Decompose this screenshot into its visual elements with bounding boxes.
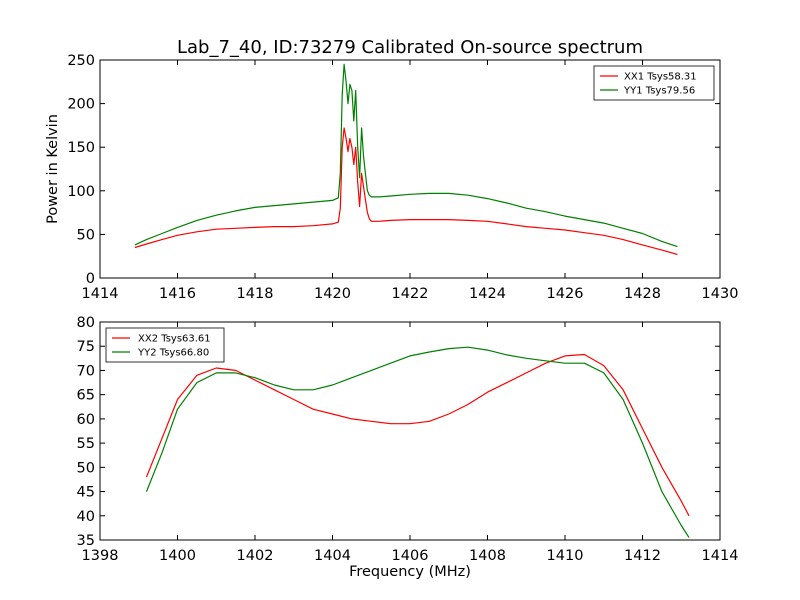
y-tick-label: 45 [77,485,95,501]
y-tick-label: 80 [77,315,95,331]
bottom-panel: 1398 1400 1402 1404 1406 1408 1410 1412 1414 35 40… [77,315,739,580]
x-axis-label: Frequency (MHz) [349,564,471,580]
legend: XX1 Tsys58.31 YY1 Tsys79.56 [593,65,715,101]
x-tick-label: 1404 [314,548,351,564]
x-tick-label: 1410 [547,548,584,564]
y-tick-label: 50 [77,227,95,243]
x-tick-label: 1406 [392,548,429,564]
series-line-2 [134,63,678,248]
legend-box [593,65,715,101]
x-tick-label: 1416 [159,286,196,302]
y-tick-label: 0 [86,271,95,287]
series-line-1 [134,127,678,256]
x-tick-label: 1412 [624,548,661,564]
y-tick-label: 40 [77,509,95,525]
y-tick-label: 60 [77,412,95,428]
y-tick-label: 250 [67,53,95,69]
x-tick-label: 1430 [702,286,739,302]
x-tick-label: 1400 [159,548,196,564]
x-tick-label: 1428 [624,286,661,302]
x-tick-label: 1398 [82,548,119,564]
legend: XX2 Tsys63.61 YY2 Tsys66.80 [105,327,225,363]
series-line-1 [145,353,690,517]
y-tick-label: 200 [67,97,95,113]
legend-label: XX2 Tsys63.61 [138,334,211,345]
legend-label: YY2 Tsys66.80 [137,348,209,359]
y-tick-label: 70 [77,363,95,379]
y-tick-label: 75 [77,339,95,355]
x-tick-label: 1408 [469,548,506,564]
y-tick-label: 100 [67,184,95,200]
x-tick-label: 1420 [314,286,351,302]
y-tick-label: 55 [77,436,95,452]
series-line-2 [145,346,690,538]
legend-box [105,327,225,363]
chart-title: Lab_7_40, ID:73279 Calibrated On-source … [177,37,643,58]
legend-label: YY1 Tsys79.56 [623,86,695,97]
x-tick-label: 1422 [392,286,429,302]
top-panel: 1414 1416 1418 1420 1422 1424 1426 1428 1430 0 50 1… [45,53,738,302]
x-tick-label: 1402 [237,548,274,564]
y-tick-label: 65 [77,388,95,404]
x-tick-label: 1424 [469,286,506,302]
y-tick-label: 150 [67,140,95,156]
x-tick-label: 1414 [82,286,119,302]
y-axis-label: Power in Kelvin [45,114,61,224]
x-tick-label: 1426 [547,286,584,302]
legend-label: XX1 Tsys58.31 [624,72,697,83]
x-tick-label: 1418 [237,286,274,302]
y-tick-label: 50 [77,460,95,476]
x-tick-label: 1414 [702,548,739,564]
y-tick-label: 35 [77,533,95,549]
